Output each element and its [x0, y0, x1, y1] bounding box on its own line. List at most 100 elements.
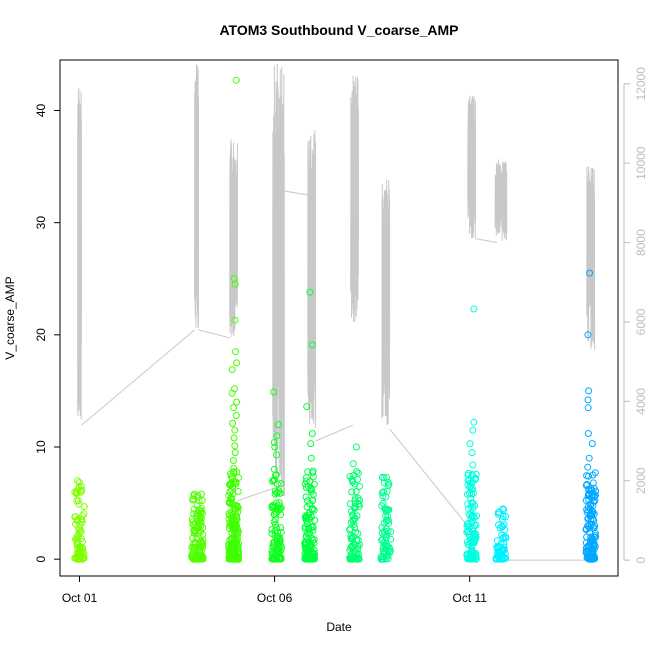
data-point: [75, 479, 83, 487]
data-point: [302, 544, 310, 552]
data-point: [384, 551, 392, 559]
count-series-connector: [237, 488, 273, 502]
count-series-connector: [475, 238, 498, 244]
data-point: [352, 488, 360, 496]
data-point: [494, 509, 502, 517]
data-point: [465, 505, 473, 513]
data-point: [233, 468, 241, 476]
y-tick-label: 20: [34, 328, 48, 342]
data-point: [349, 460, 357, 468]
data-point: [378, 473, 386, 481]
data-point: [229, 419, 237, 427]
count-series-burst: [229, 139, 238, 338]
count-series-connector: [284, 190, 308, 196]
data-point: [226, 547, 234, 555]
data-point: [582, 496, 590, 504]
data-point: [270, 555, 278, 563]
data-point: [270, 439, 278, 446]
data-point: [192, 528, 200, 536]
data-point: [194, 525, 201, 533]
data-point: [193, 509, 201, 517]
chart-title: ATOM3 Southbound V_coarse_AMP: [219, 22, 458, 38]
data-point: [346, 554, 354, 562]
data-point: [466, 479, 474, 487]
data-point: [470, 305, 478, 313]
data-point: [231, 449, 239, 457]
y2-tick-label: 2000: [634, 467, 648, 494]
data-point: [347, 519, 355, 527]
data-point: [274, 539, 282, 547]
data-point: [269, 503, 277, 511]
data-point: [191, 554, 199, 561]
data-point: [228, 389, 236, 397]
data-point: [273, 451, 280, 459]
data-point: [384, 479, 392, 486]
data-point: [351, 497, 359, 505]
data-point: [493, 552, 501, 560]
data-point: [231, 280, 239, 288]
data-point: [270, 541, 278, 549]
data-point: [350, 471, 358, 479]
data-point: [198, 497, 206, 504]
data-point: [189, 555, 197, 563]
data-point: [309, 526, 317, 534]
data-point: [584, 463, 592, 471]
data-point: [592, 491, 599, 499]
data-point: [73, 535, 81, 543]
data-point: [307, 486, 315, 494]
data-point: [189, 496, 196, 504]
data-point: [302, 493, 310, 501]
data-point: [232, 348, 240, 356]
data-point: [226, 552, 234, 560]
data-point: [269, 501, 277, 509]
data-point: [230, 526, 237, 534]
data-point: [468, 552, 476, 560]
count-series-burst: [77, 88, 82, 420]
data-point: [231, 525, 239, 533]
data-point: [271, 520, 279, 528]
count-series-burst: [194, 64, 199, 329]
data-point: [73, 497, 81, 505]
data-point: [386, 545, 394, 553]
data-point: [379, 492, 387, 500]
data-point: [196, 554, 204, 562]
data-point: [354, 555, 361, 563]
data-point: [583, 533, 591, 541]
data-point: [467, 482, 475, 490]
data-point: [499, 534, 507, 542]
data-point: [501, 526, 509, 534]
data-point: [591, 469, 599, 477]
data-point: [584, 331, 592, 339]
data-point: [306, 288, 314, 296]
data-point: [74, 477, 82, 485]
data-point: [233, 359, 240, 367]
data-point: [271, 487, 279, 495]
data-point: [305, 514, 313, 522]
data-point: [225, 492, 233, 500]
data-point: [73, 539, 81, 547]
data-point: [231, 316, 239, 324]
data-point: [463, 538, 471, 546]
data-point: [348, 488, 356, 496]
data-point: [194, 512, 201, 520]
data-point: [226, 511, 234, 519]
data-point: [311, 516, 319, 524]
data-point: [352, 500, 359, 508]
data-point: [378, 555, 386, 563]
data-point: [303, 403, 311, 411]
data-point: [584, 396, 592, 404]
data-point: [80, 503, 88, 511]
data-point: [349, 478, 357, 486]
data-point: [591, 529, 599, 537]
data-point: [197, 490, 205, 498]
data-point: [232, 76, 240, 84]
y2-tick-label: 6000: [634, 308, 648, 335]
data-point: [233, 503, 241, 511]
data-point: [274, 421, 282, 429]
y2-tick-label: 0: [634, 556, 648, 563]
data-point: [277, 480, 285, 487]
y-tick-label: 30: [34, 216, 48, 230]
data-point: [309, 473, 317, 481]
data-point: [589, 523, 597, 531]
data-point: [378, 502, 386, 510]
